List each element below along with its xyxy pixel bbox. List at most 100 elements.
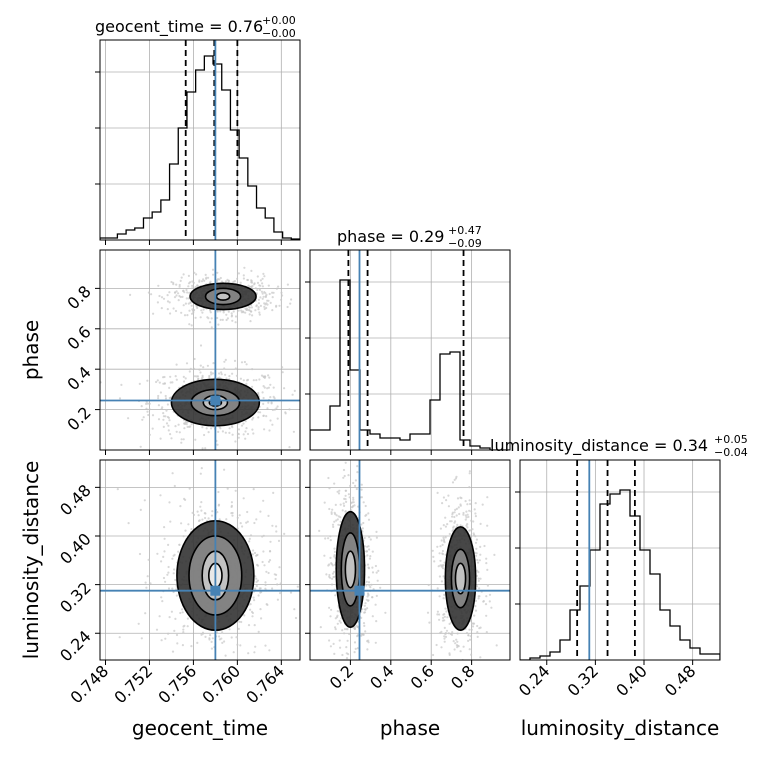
sample-point: [239, 377, 242, 380]
sample-point: [196, 306, 199, 309]
sample-point: [201, 518, 204, 521]
sample-point: [218, 638, 221, 641]
sample-point: [439, 527, 442, 530]
sample-point: [180, 438, 183, 441]
sample-point: [197, 514, 200, 517]
sample-point: [361, 608, 364, 611]
sample-point: [162, 297, 166, 300]
y-axis-label-phase: phase: [19, 320, 43, 380]
sample-point: [368, 557, 371, 560]
sample-point: [257, 594, 260, 597]
sample-point: [256, 275, 259, 278]
sample-point: [267, 401, 270, 404]
sample-point: [199, 371, 202, 374]
truth-marker: [210, 585, 221, 596]
sample-point: [215, 631, 219, 634]
sample-point: [259, 296, 262, 299]
sample-point: [194, 438, 197, 441]
sample-point: [237, 627, 240, 631]
sample-point: [291, 393, 294, 396]
panel-phase-phase: [310, 250, 510, 450]
sample-point: [240, 620, 243, 624]
sample-point: [283, 387, 286, 390]
truth-marker: [210, 395, 221, 406]
sample-point: [374, 603, 377, 606]
sample-point: [436, 545, 439, 548]
sample-point: [251, 314, 254, 317]
sample-point: [174, 578, 177, 582]
sample-point: [267, 374, 270, 377]
sample-point: [234, 321, 237, 324]
sample-point: [482, 600, 485, 603]
sample-point: [165, 409, 168, 412]
sample-point: [186, 617, 189, 620]
sample-point: [450, 633, 454, 637]
sample-point: [304, 436, 306, 438]
sample-point: [261, 560, 264, 564]
sample-point: [216, 666, 218, 668]
sample-point: [232, 651, 235, 654]
sample-point: [189, 301, 192, 304]
sample-point: [197, 685, 199, 687]
sample-point: [230, 501, 233, 504]
sample-point: [445, 610, 448, 613]
sample-point: [165, 422, 169, 425]
sample-point: [160, 639, 163, 642]
sample-point: [180, 441, 183, 444]
sample-point: [477, 571, 480, 574]
sample-point: [367, 545, 370, 548]
sample-point: [164, 637, 167, 640]
sample-point: [227, 279, 230, 282]
sample-point: [250, 285, 253, 288]
sample-point: [441, 567, 445, 570]
sample-point: [188, 487, 191, 490]
sample-point: [479, 656, 482, 659]
sample-point: [332, 525, 335, 529]
sample-point: [162, 412, 165, 415]
sample-point: [191, 284, 194, 287]
sample-point: [328, 563, 331, 566]
sample-point: [329, 615, 332, 618]
sample-point: [189, 425, 192, 428]
sample-point: [263, 564, 266, 567]
sample-point: [146, 575, 149, 578]
sample-point: [230, 315, 233, 318]
sample-point: [190, 528, 193, 531]
sample-point: [170, 437, 173, 440]
sample-point: [118, 397, 122, 400]
sample-point: [175, 378, 178, 381]
sample-point: [370, 583, 373, 586]
sample-point: [261, 391, 264, 394]
sample-point: [255, 518, 258, 521]
sample-point: [455, 638, 458, 641]
sample-point: [147, 291, 150, 294]
sample-point: [275, 573, 278, 577]
sample-point: [188, 309, 191, 312]
sample-point: [244, 437, 247, 440]
sample-point: [196, 375, 200, 378]
sample-point: [249, 603, 252, 606]
sample-point: [145, 407, 148, 410]
sample-point: [200, 672, 202, 674]
sample-point: [198, 280, 201, 283]
sample-point: [231, 514, 234, 517]
sample-point: [171, 672, 173, 674]
sample-point: [157, 418, 161, 421]
sample-point: [431, 549, 434, 552]
sample-point: [453, 648, 456, 651]
sample-point: [236, 527, 239, 530]
sample-point: [288, 446, 291, 449]
sample-point: [165, 664, 167, 666]
sample-point: [171, 381, 174, 384]
sample-point: [166, 573, 169, 576]
sample-point: [456, 497, 460, 500]
sample-point: [441, 502, 444, 505]
sample-point: [210, 427, 213, 430]
sample-point: [337, 492, 341, 495]
sample-point: [379, 586, 382, 589]
sample-point: [193, 308, 196, 312]
sample-point: [251, 385, 254, 388]
sample-point: [325, 573, 328, 576]
sample-point: [323, 501, 326, 504]
